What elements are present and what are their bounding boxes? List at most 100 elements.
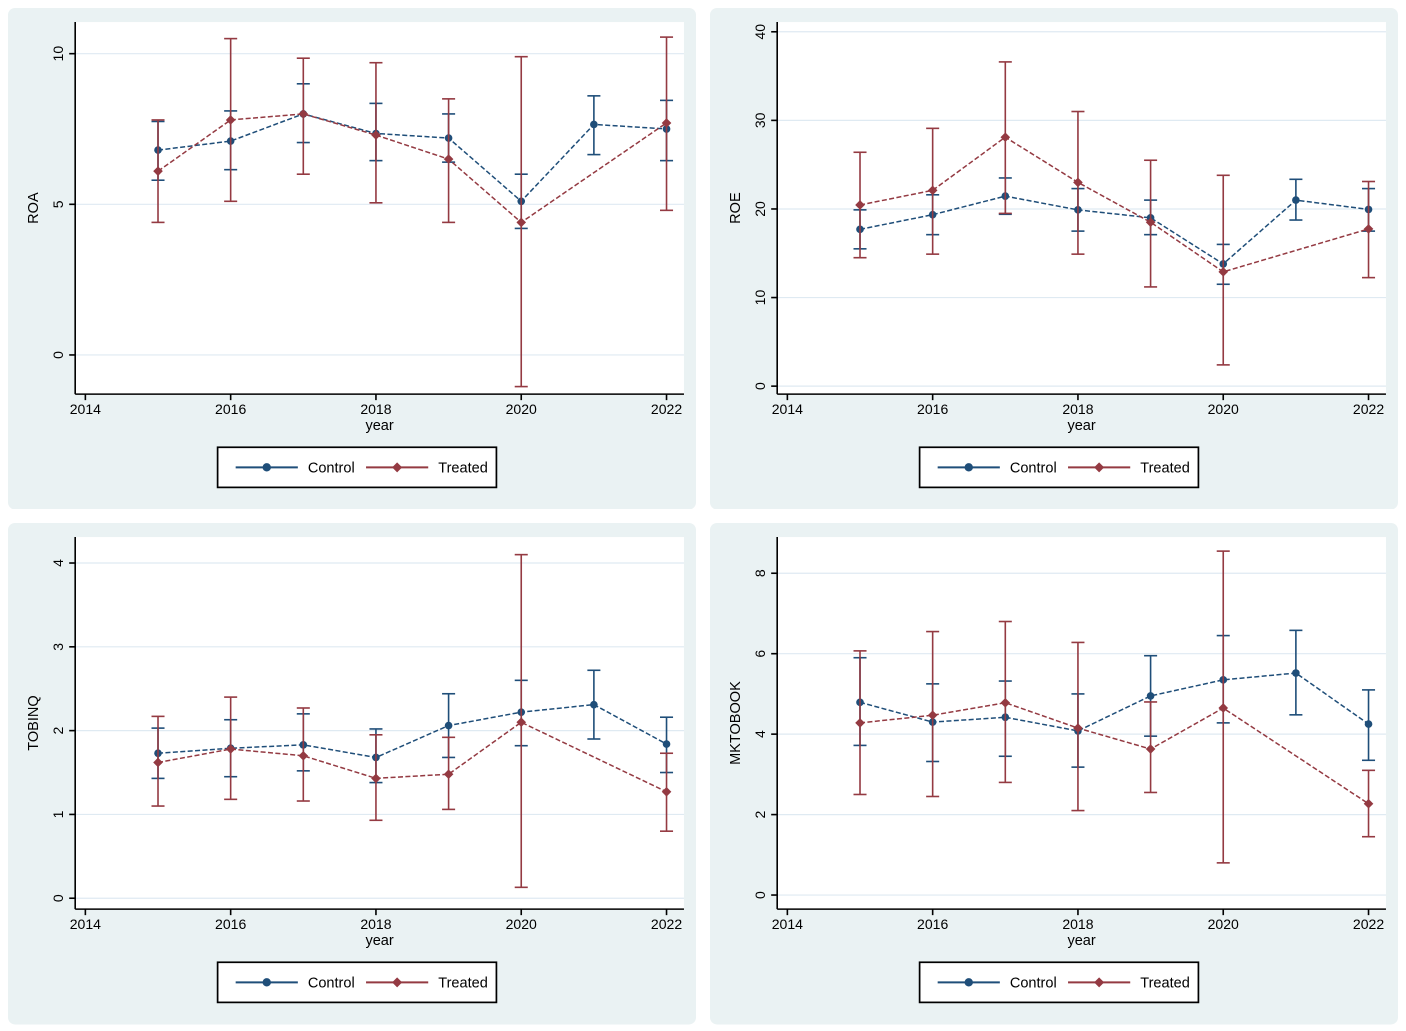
data-point-diamond xyxy=(298,751,309,762)
x-axis: 2014 2016 2018 2020 2022 year xyxy=(70,393,684,434)
x-axis: 2014 2016 2018 2020 2022 year xyxy=(772,393,1386,434)
x-tick-label: 2020 xyxy=(506,401,537,417)
legend: Control Treated xyxy=(216,446,498,489)
legend-item-treated: Treated xyxy=(1068,460,1190,476)
roe-chart: 0 10 20 30 40 ROE 2014 2016 2018 2020 2022 year Cont… xyxy=(710,8,1398,510)
legend-label: Treated xyxy=(438,460,488,476)
x-tick-label: 2014 xyxy=(70,401,101,417)
tobinq-chart: 0 1 2 3 4 TOBINQ 2014 2016 2018 2020 2022 year Contr… xyxy=(8,523,696,1025)
legend-marker-circle xyxy=(964,463,973,472)
y-tick-label: 4 xyxy=(50,559,66,567)
legend-item-control: Control xyxy=(235,460,355,476)
legend-label: Treated xyxy=(438,976,488,992)
y-tick-label: 8 xyxy=(752,570,768,578)
data-point-diamond xyxy=(298,109,309,119)
data-point-circle xyxy=(1292,669,1300,678)
data-point-diamond xyxy=(1000,132,1011,143)
x-tick-label: 2020 xyxy=(506,917,537,933)
legend-marker-circle xyxy=(964,978,973,987)
data-point-diamond xyxy=(225,115,236,125)
y-tick-label: 1 xyxy=(50,811,66,819)
x-axis-title: year xyxy=(1067,418,1095,434)
y-tick-label: 0 xyxy=(50,351,66,359)
y-axis-title: ROE xyxy=(728,192,744,224)
data-point-diamond xyxy=(1000,698,1011,709)
series-line xyxy=(859,672,1369,733)
y-axis: 0 1 2 3 4 TOBINQ xyxy=(26,537,76,910)
chart-panel-roa: 0 5 10 ROA 2014 2016 2018 2020 2022 year Control Tr… xyxy=(8,8,696,510)
legend: Control Treated xyxy=(216,961,498,1004)
data-point-diamond xyxy=(1073,723,1083,734)
x-tick-label: 2020 xyxy=(1208,917,1239,933)
plot-area xyxy=(777,22,1386,395)
legend-marker-diamond xyxy=(392,977,403,988)
x-axis-title: year xyxy=(365,934,393,950)
x-tick-label: 2018 xyxy=(1062,917,1093,933)
x-tick-label: 2022 xyxy=(651,401,682,417)
series-line xyxy=(157,704,667,759)
legend-label: Treated xyxy=(1140,460,1190,476)
x-tick-label: 2014 xyxy=(772,401,803,417)
mktobook-chart: 0 2 4 6 8 MKTOBOOK 2014 2016 2018 2020 2022 year Con… xyxy=(710,523,1398,1025)
y-tick-label: 2 xyxy=(752,811,768,819)
y-tick-label: 0 xyxy=(752,382,768,390)
data-point-diamond xyxy=(1145,217,1156,228)
y-tick-label: 20 xyxy=(752,201,768,217)
x-tick-label: 2018 xyxy=(360,401,391,417)
x-tick-label: 2014 xyxy=(70,917,101,933)
legend-label: Treated xyxy=(1140,976,1190,992)
data-point-diamond xyxy=(1218,267,1229,277)
data-point-diamond xyxy=(225,744,236,755)
series-line xyxy=(157,113,667,203)
x-tick-label: 2022 xyxy=(651,917,682,933)
y-axis: 0 10 20 30 40 ROE xyxy=(728,22,778,395)
data-point-circle xyxy=(1146,692,1155,701)
y-axis: 0 2 4 6 8 MKTOBOOK xyxy=(728,537,778,910)
x-tick-label: 2018 xyxy=(1062,401,1093,417)
y-tick-label: 2 xyxy=(50,727,66,735)
legend-item-control: Control xyxy=(235,976,355,992)
data-point-diamond xyxy=(443,154,454,164)
legend-marker-circle xyxy=(262,978,271,987)
y-tick-label: 30 xyxy=(752,112,768,128)
legend-item-treated: Treated xyxy=(1068,976,1190,992)
gridlines xyxy=(777,31,1386,387)
chart-panel-mktobook: 0 2 4 6 8 MKTOBOOK 2014 2016 2018 2020 2022 year Con… xyxy=(710,523,1398,1025)
legend-item-control: Control xyxy=(937,460,1057,476)
plot-area xyxy=(75,22,684,395)
chart-panel-roe: 0 10 20 30 40 ROE 2014 2016 2018 2020 2022 year Cont… xyxy=(710,8,1398,510)
y-tick-label: 40 xyxy=(752,24,768,40)
data-point-diamond xyxy=(153,758,163,768)
roa-chart: 0 5 10 ROA 2014 2016 2018 2020 2022 year Control Tr… xyxy=(8,8,696,510)
x-tick-label: 2016 xyxy=(215,917,246,933)
x-tick-label: 2022 xyxy=(1353,917,1384,933)
legend-label: Control xyxy=(1010,976,1057,992)
x-tick-label: 2016 xyxy=(917,917,948,933)
x-axis-title: year xyxy=(1067,934,1095,950)
y-axis: 0 5 10 ROA xyxy=(26,22,76,395)
data-point-diamond xyxy=(1218,703,1229,714)
data-point-diamond xyxy=(443,769,454,780)
gridlines xyxy=(75,53,684,356)
legend-marker-diamond xyxy=(1094,977,1105,988)
x-tick-label: 2020 xyxy=(1208,401,1239,417)
legend-marker-circle xyxy=(262,463,271,472)
y-tick-label: 3 xyxy=(50,643,66,651)
x-axis-title: year xyxy=(365,418,393,434)
legend: Control Treated xyxy=(918,446,1200,489)
legend-item-treated: Treated xyxy=(366,976,488,992)
x-axis: 2014 2016 2018 2020 2022 year xyxy=(772,908,1386,950)
gridlines xyxy=(777,573,1386,897)
data-point-circle xyxy=(590,120,598,129)
y-axis-title: MKTOBOOK xyxy=(728,681,744,765)
y-tick-label: 0 xyxy=(752,891,768,899)
x-tick-label: 2016 xyxy=(215,401,246,417)
legend: Control Treated xyxy=(918,961,1200,1004)
series-treated xyxy=(151,554,674,889)
data-point-diamond xyxy=(153,166,163,176)
x-tick-label: 2016 xyxy=(917,401,948,417)
y-tick-label: 5 xyxy=(50,200,66,208)
data-point-diamond xyxy=(927,710,938,721)
x-axis: 2014 2016 2018 2020 2022 year xyxy=(70,908,684,950)
